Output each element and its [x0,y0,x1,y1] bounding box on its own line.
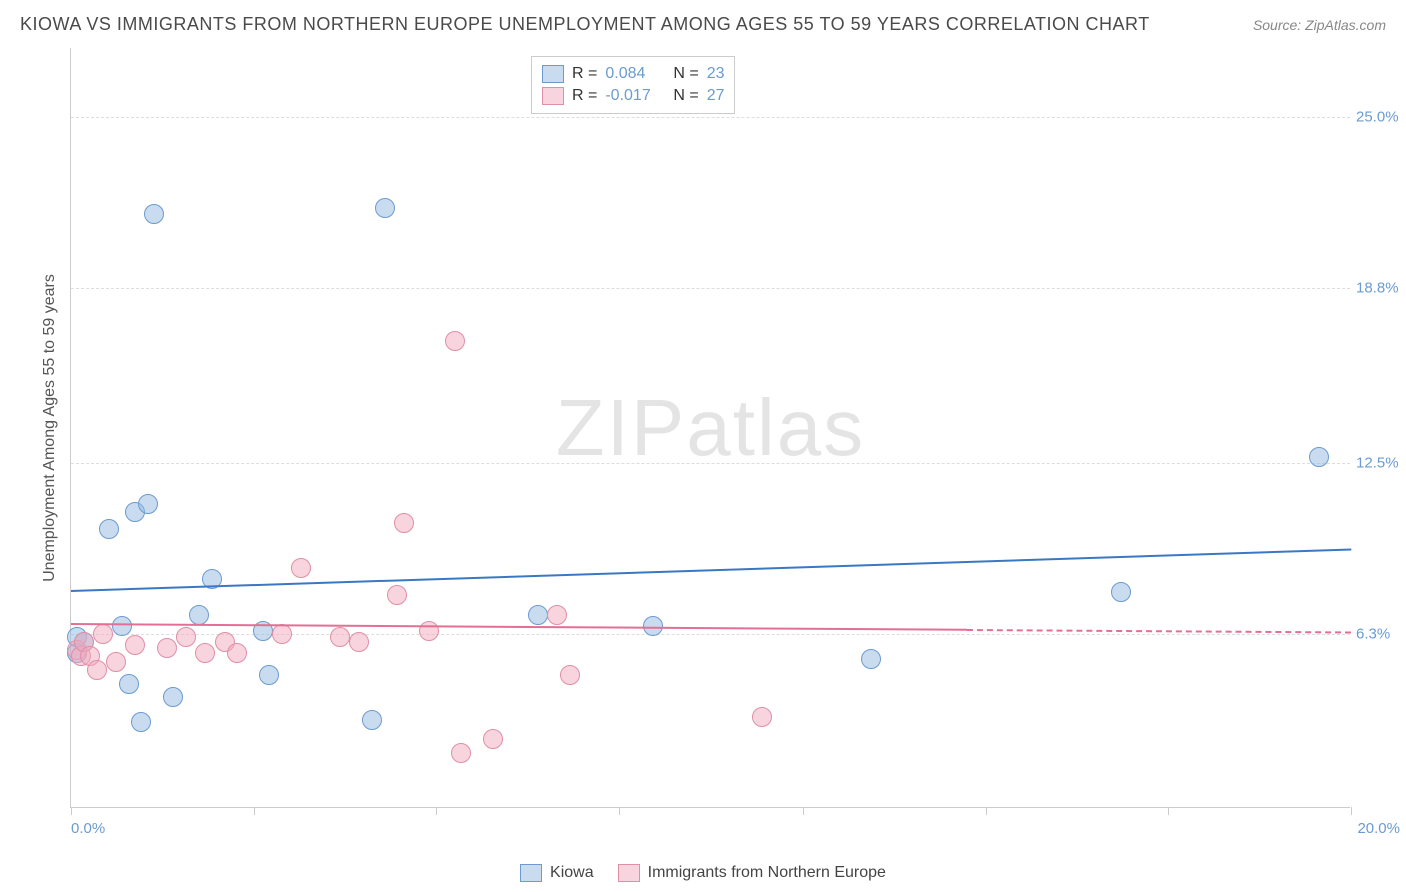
data-point [861,649,881,669]
gridline [71,463,1350,464]
data-point [451,743,471,763]
data-point [547,605,567,625]
x-tick [1351,807,1352,815]
data-point [330,627,350,647]
legend: Kiowa Immigrants from Northern Europe [0,864,1406,882]
legend-swatch [520,864,542,882]
stats-r-value: 0.084 [605,65,665,83]
stats-box: R = 0.084 N = 23 R = -0.017 N = 27 [531,56,735,114]
data-point [125,635,145,655]
data-point [394,513,414,533]
watermark-part1: ZIP [556,383,686,472]
legend-swatch [542,87,564,105]
data-point [445,331,465,351]
x-tick [436,807,437,815]
x-tick [803,807,804,815]
source-attribution: Source: ZipAtlas.com [1253,17,1386,33]
x-tick [71,807,72,815]
data-point [483,729,503,749]
data-point [138,494,158,514]
scatter-plot: ZIPatlas 6.3%12.5%18.8%25.0%0.0%20.0%R =… [70,48,1350,808]
data-point [387,585,407,605]
data-point [349,632,369,652]
legend-swatch [542,65,564,83]
data-point [291,558,311,578]
data-point [87,660,107,680]
trend-line [967,629,1351,633]
data-point [227,643,247,663]
data-point [99,519,119,539]
data-point [272,624,292,644]
legend-item: Kiowa [520,864,594,882]
x-tick [1168,807,1169,815]
data-point [93,624,113,644]
gridline [71,288,1350,289]
x-tick-label: 0.0% [71,820,105,837]
stats-r-label: R = [572,87,597,105]
data-point [362,710,382,730]
data-point [176,627,196,647]
legend-item: Immigrants from Northern Europe [618,864,886,882]
y-axis-label: Unemployment Among Ages 55 to 59 years [41,274,59,582]
stats-r-value: -0.017 [605,87,665,105]
legend-label: Kiowa [550,864,594,882]
x-tick [254,807,255,815]
watermark: ZIPatlas [556,382,865,474]
data-point [163,687,183,707]
x-tick [619,807,620,815]
stats-r-label: R = [572,65,597,83]
data-point [1309,447,1329,467]
data-point [259,665,279,685]
data-point [131,712,151,732]
y-tick-label: 6.3% [1356,625,1406,642]
stats-row: R = 0.084 N = 23 [542,63,724,85]
stats-n-value: 23 [707,65,725,83]
data-point [1111,582,1131,602]
data-point [528,605,548,625]
legend-label: Immigrants from Northern Europe [648,864,886,882]
gridline [71,117,1350,118]
data-point [195,643,215,663]
chart-title: KIOWA VS IMMIGRANTS FROM NORTHERN EUROPE… [20,14,1150,35]
y-tick-label: 12.5% [1356,454,1406,471]
y-tick-label: 25.0% [1356,109,1406,126]
data-point [189,605,209,625]
y-tick-label: 18.8% [1356,280,1406,297]
stats-n-label: N = [673,87,698,105]
data-point [643,616,663,636]
data-point [375,198,395,218]
data-point [112,616,132,636]
data-point [560,665,580,685]
data-point [157,638,177,658]
trend-line [71,548,1351,591]
data-point [119,674,139,694]
stats-row: R = -0.017 N = 27 [542,85,724,107]
stats-n-value: 27 [707,87,725,105]
data-point [144,204,164,224]
watermark-part2: atlas [686,383,865,472]
data-point [419,621,439,641]
x-tick-label: 20.0% [1357,820,1400,837]
legend-swatch [618,864,640,882]
trend-line [71,623,967,631]
x-tick [986,807,987,815]
data-point [752,707,772,727]
stats-n-label: N = [673,65,698,83]
data-point [106,652,126,672]
